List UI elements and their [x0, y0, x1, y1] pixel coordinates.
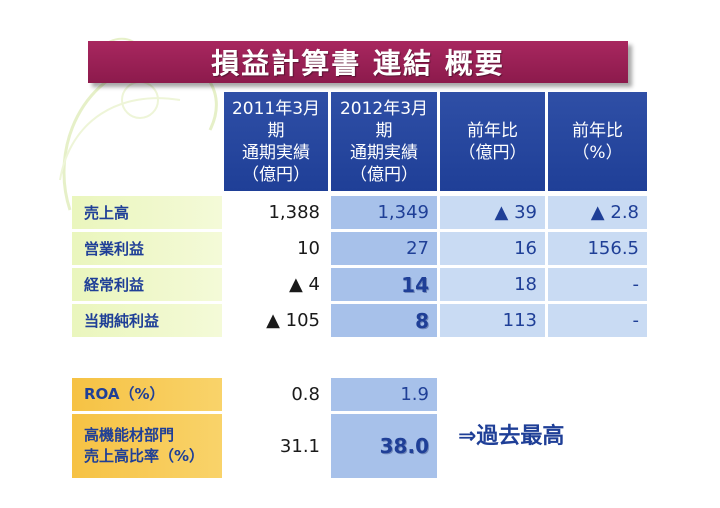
metric-ratio-2011: 31.1 — [279, 435, 320, 457]
row-ordinary-2011: ▲ 4 — [288, 274, 320, 295]
header-2012-line3: 通期実績 — [350, 142, 418, 163]
row-label-operating-income: 営業利益 — [72, 232, 222, 265]
metric-label-line2: 売上高比率（%） — [84, 447, 205, 465]
header-yoy-amount: 前年比 （億円） — [440, 92, 545, 191]
row-sales-diff: ▲ 39 — [440, 196, 545, 229]
row-net-2011: ▲ 105 — [266, 310, 320, 331]
row-label-sales: 売上高 — [72, 196, 222, 229]
metric-label-roa: ROA（%） — [72, 378, 222, 411]
row-sales-pct: ▲ 2.8 — [548, 196, 647, 229]
header-2011: 2011年3月 期 通期実績 （億円） — [224, 92, 328, 191]
metric-roa-2011: 0.8 — [291, 384, 320, 405]
row-net-diff: 113 — [440, 304, 545, 337]
header-yoy-percent: 前年比 （%） — [548, 92, 647, 191]
slide-title-bar: 損益計算書 連結 概要 — [88, 41, 628, 83]
header-yoy-percent-line1: 前年比 — [572, 120, 623, 141]
header-2012-line2: 期 — [375, 120, 393, 141]
row-ordinary-diff: 18 — [440, 268, 545, 301]
metric-ratio-2012: 38.0 — [331, 414, 437, 478]
row-ordinary-pct: - — [548, 268, 647, 301]
row-sales-2012: 1,349 — [331, 196, 437, 229]
header-2012: 2012年3月 期 通期実績 （億円） — [331, 92, 437, 191]
header-yoy-amount-line2: （億円） — [458, 142, 527, 163]
metric-label-line1: 高機能材部門 — [84, 426, 175, 444]
row-operating-2011: 10 — [297, 238, 320, 259]
header-2011-line2: 期 — [267, 120, 285, 141]
row-net-pct: - — [548, 304, 647, 337]
row-ordinary-2012: 14 — [331, 268, 437, 301]
row-operating-diff: 16 — [440, 232, 545, 265]
header-2011-line1: 2011年3月 — [231, 98, 321, 119]
header-yoy-amount-line1: 前年比 — [467, 120, 518, 141]
row-sales-2011: 1,388 — [268, 202, 320, 223]
row-operating-pct: 156.5 — [548, 232, 647, 265]
row-operating-2012: 27 — [331, 232, 437, 265]
header-2012-line1: 2012年3月 — [339, 98, 429, 119]
record-high-note: ⇒過去最高 — [458, 424, 565, 449]
header-2012-line4: （億円） — [350, 164, 418, 185]
header-yoy-percent-line2: （%） — [572, 142, 623, 163]
header-2011-line3: 通期実績 — [242, 142, 310, 163]
header-2011-line4: （億円） — [242, 164, 310, 185]
row-label-net-income: 当期純利益 — [72, 304, 222, 337]
slide-title: 損益計算書 連結 概要 — [211, 47, 505, 80]
metric-roa-2012: 1.9 — [331, 378, 437, 411]
row-net-2012: 8 — [331, 304, 437, 337]
row-label-ordinary-income: 経常利益 — [72, 268, 222, 301]
metric-label-high-function-ratio: 高機能材部門 売上高比率（%） — [72, 414, 222, 478]
